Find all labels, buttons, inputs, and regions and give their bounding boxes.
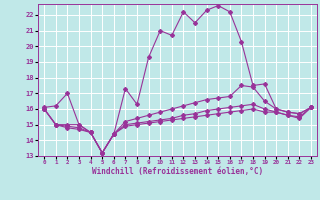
X-axis label: Windchill (Refroidissement éolien,°C): Windchill (Refroidissement éolien,°C) [92, 167, 263, 176]
